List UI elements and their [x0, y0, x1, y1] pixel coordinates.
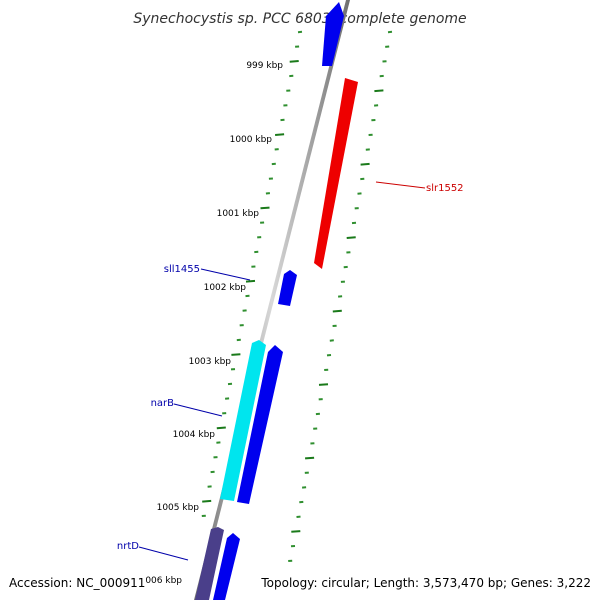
outer-track-major-tick: [346, 236, 356, 239]
inner-track-major-tick: [231, 353, 241, 356]
tick-label: 1004 kbp: [173, 430, 216, 440]
inner-track-major-tick: [216, 426, 226, 430]
gene-label-nrtD[interactable]: nrtD: [117, 541, 139, 552]
inner-track-major-tick: [289, 60, 299, 63]
gene-label-narB[interactable]: narB: [151, 398, 175, 409]
outer-track-major-tick: [318, 383, 329, 386]
tick-label: 999 kbp: [246, 61, 283, 71]
tick-label: 1003 kbp: [189, 357, 232, 367]
map-title: Synechocystis sp. PCC 6803, complete gen…: [133, 11, 466, 27]
inner-track-major-tick: [260, 206, 270, 210]
gene-arrow-narB[interactable]: [220, 340, 266, 501]
tick-label: 1001 kbp: [217, 209, 260, 219]
inner-track-major-tick: [202, 499, 212, 503]
leader-line-narB: [173, 403, 223, 417]
accession-text: Accession: NC_000911: [9, 576, 145, 590]
gene-arrow-top[interactable]: [322, 2, 344, 66]
tick-labels: 999 kbp 1000 kbp 1001 kbp 1002 kbp 1003 …: [145, 61, 283, 586]
gene-arrow-slr1552[interactable]: [314, 78, 358, 269]
tick-label: 1002 kbp: [204, 283, 247, 293]
leader-line-nrtD: [138, 546, 189, 561]
outer-track-major-tick: [305, 456, 315, 460]
tick-label: 1000 kbp: [230, 135, 273, 145]
genome-backbone: [194, 0, 350, 600]
inner-tick-track: [201, 30, 303, 517]
gene-arrow-nrtD[interactable]: [195, 527, 224, 600]
tick-label: 006 kbp: [145, 576, 182, 586]
gene-label-slr1552[interactable]: slr1552: [426, 183, 464, 194]
gene-arrow-last[interactable]: [213, 533, 240, 600]
tick-label: 1005 kbp: [157, 503, 200, 513]
leader-line-sll1455: [200, 268, 251, 281]
gene-label-sll1455[interactable]: sll1455: [164, 264, 200, 275]
inner-track-major-tick: [245, 279, 256, 283]
gene-arrow-sll1455[interactable]: [278, 270, 297, 306]
outer-track-major-tick: [374, 89, 384, 93]
inner-track-major-tick: [275, 133, 285, 136]
outer-track-major-tick: [360, 162, 370, 166]
outer-tick-track: [288, 30, 393, 562]
gene-arrow-3[interactable]: [237, 345, 283, 504]
outer-track-major-tick: [291, 530, 301, 533]
outer-track-major-tick: [332, 309, 342, 313]
genome-summary-text: Topology: circular; Length: 3,573,470 bp…: [260, 576, 591, 590]
leader-line-slr1552: [375, 181, 426, 189]
